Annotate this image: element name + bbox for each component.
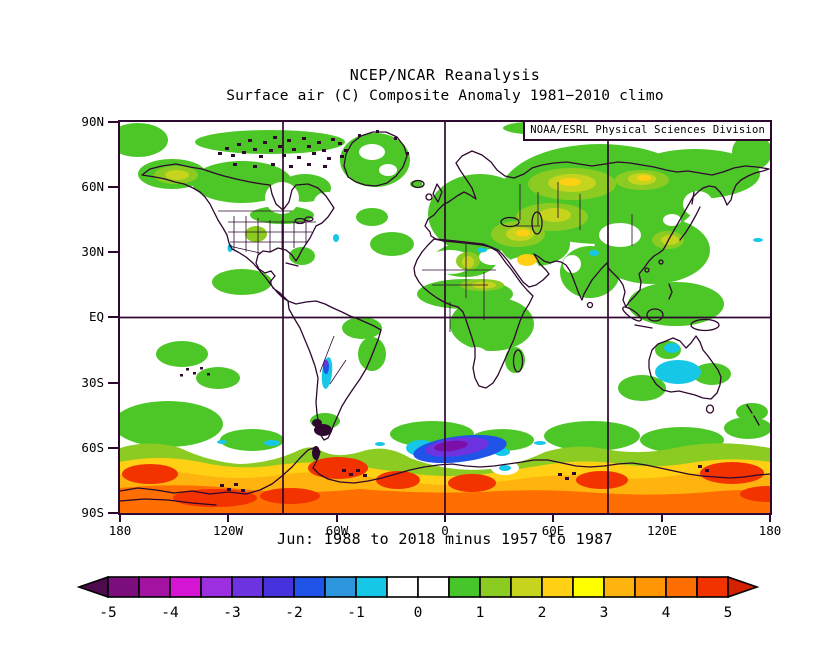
anomaly-cool-patches <box>217 234 763 464</box>
colorbar-segment <box>324 576 357 598</box>
lon-tick <box>227 515 229 522</box>
colorbar-tick-label: 3 <box>600 605 609 621</box>
colorbar-left-arrow <box>76 575 109 599</box>
caspian-sea <box>531 211 543 235</box>
plot-title: NCEP/NCAR Reanalysis <box>349 66 541 84</box>
colorbar-tick-label: -3 <box>223 605 240 621</box>
colorbar-tick-label: 4 <box>662 605 671 621</box>
australia-cold-patch <box>655 360 701 384</box>
lat-label-30N: 30N <box>81 244 104 259</box>
philippines-coast <box>668 283 673 300</box>
lat-label-EQ: EQ <box>88 309 104 324</box>
colorbar-tick-label: 1 <box>476 605 485 621</box>
australia-coast <box>648 335 722 400</box>
credit-box: NOAA/ESRL Physical Sciences Division <box>523 122 770 141</box>
map-frame: NOAA/ESRL Physical Sciences Division <box>118 120 772 515</box>
colorbar-segment <box>386 576 419 598</box>
colorbar-tick-label: 2 <box>538 605 547 621</box>
new-zealand-coast <box>746 404 760 426</box>
japan-coast <box>679 206 701 241</box>
colorbar: -5 -4 -3 -2 -1 0 1 2 3 4 5 <box>76 575 760 621</box>
iceland-coast <box>411 179 425 189</box>
colorbar-segment <box>355 576 388 598</box>
colorbar-segment <box>510 576 543 598</box>
colorbar-right-arrow <box>727 575 760 599</box>
lon-tick <box>552 515 554 522</box>
colorbar-segment <box>541 576 574 598</box>
lon-label-4-60E: 60E <box>541 523 565 538</box>
lat-tick <box>108 382 118 384</box>
north-america-coast <box>141 163 335 302</box>
tierra-del-fuego-dark-blob <box>314 424 332 436</box>
colorbar-tick-label: -5 <box>99 605 116 621</box>
lat-label-90N: 90N <box>81 114 104 129</box>
lat-label-60N: 60N <box>81 179 104 194</box>
new-guinea-coast <box>690 318 720 332</box>
madagascar-coast <box>512 349 524 373</box>
colorbar-segment <box>138 576 171 598</box>
lat-tick <box>108 251 118 253</box>
lat-tick <box>108 121 118 123</box>
lat-label-90S: 90S <box>81 505 104 520</box>
colorbar-segment <box>572 576 605 598</box>
colorbar-segment <box>231 576 264 598</box>
colorbar-segment <box>665 576 698 598</box>
colorbar-segment <box>603 576 636 598</box>
lon-label-5-120E: 120E <box>646 523 678 538</box>
lon-tick <box>769 515 771 522</box>
lon-tick <box>119 515 121 522</box>
coastlines <box>120 131 770 506</box>
greenland-coast <box>343 131 408 187</box>
black-sea <box>500 216 520 228</box>
south-america-coast <box>287 300 382 441</box>
lon-tick <box>661 515 663 522</box>
colorbar-segment <box>169 576 202 598</box>
lat-label-60S: 60S <box>81 440 104 455</box>
lon-tick <box>336 515 338 522</box>
africa-coast <box>413 238 534 389</box>
world-anomaly-map <box>120 122 770 513</box>
lon-label-1-120W: 120W <box>212 523 244 538</box>
colorbar-segment <box>634 576 667 598</box>
lon-label-3-0: 0 <box>441 523 449 538</box>
colorbar-segment <box>448 576 481 598</box>
colorbar-segment <box>293 576 326 598</box>
grid-lines <box>120 122 770 513</box>
caption: Jun: 1988 to 2018 minus 1957 to 1987 <box>277 530 613 548</box>
colorbar-tick-label: 0 <box>414 605 423 621</box>
anomaly-yellow-cores <box>154 166 684 291</box>
colorbar-tick-label: 5 <box>724 605 733 621</box>
antarctica-coast <box>120 446 770 495</box>
lon-tick <box>444 515 446 522</box>
colorbar-segment <box>107 576 140 598</box>
colorbar-tick-label: -2 <box>285 605 302 621</box>
lon-label-6-180: 180 <box>758 523 782 538</box>
colorbar-segment <box>696 576 729 598</box>
lat-tick <box>108 447 118 449</box>
colorbar-tick-label: -1 <box>347 605 364 621</box>
colorbar-segment <box>479 576 512 598</box>
colorbar-segment <box>417 576 450 598</box>
tasmania-coast <box>705 404 715 414</box>
lon-label-2-60W: 60W <box>325 523 349 538</box>
lat-label-30S: 30S <box>81 375 104 390</box>
colorbar-segment <box>200 576 233 598</box>
britain-coast <box>432 183 443 203</box>
borneo-coast <box>646 308 664 322</box>
eurasia-coast <box>424 150 770 308</box>
lat-tick <box>108 512 118 514</box>
plot-subtitle: Surface air (C) Composite Anomaly 1981−2… <box>226 88 664 104</box>
colorbar-segment <box>262 576 295 598</box>
us-state-borders <box>228 216 316 254</box>
lat-tick <box>108 316 118 318</box>
lat-tick <box>108 186 118 188</box>
colorbar-tick-label: -4 <box>161 605 179 621</box>
lon-label-0-180: 180 <box>108 523 132 538</box>
country-borders <box>218 182 633 385</box>
